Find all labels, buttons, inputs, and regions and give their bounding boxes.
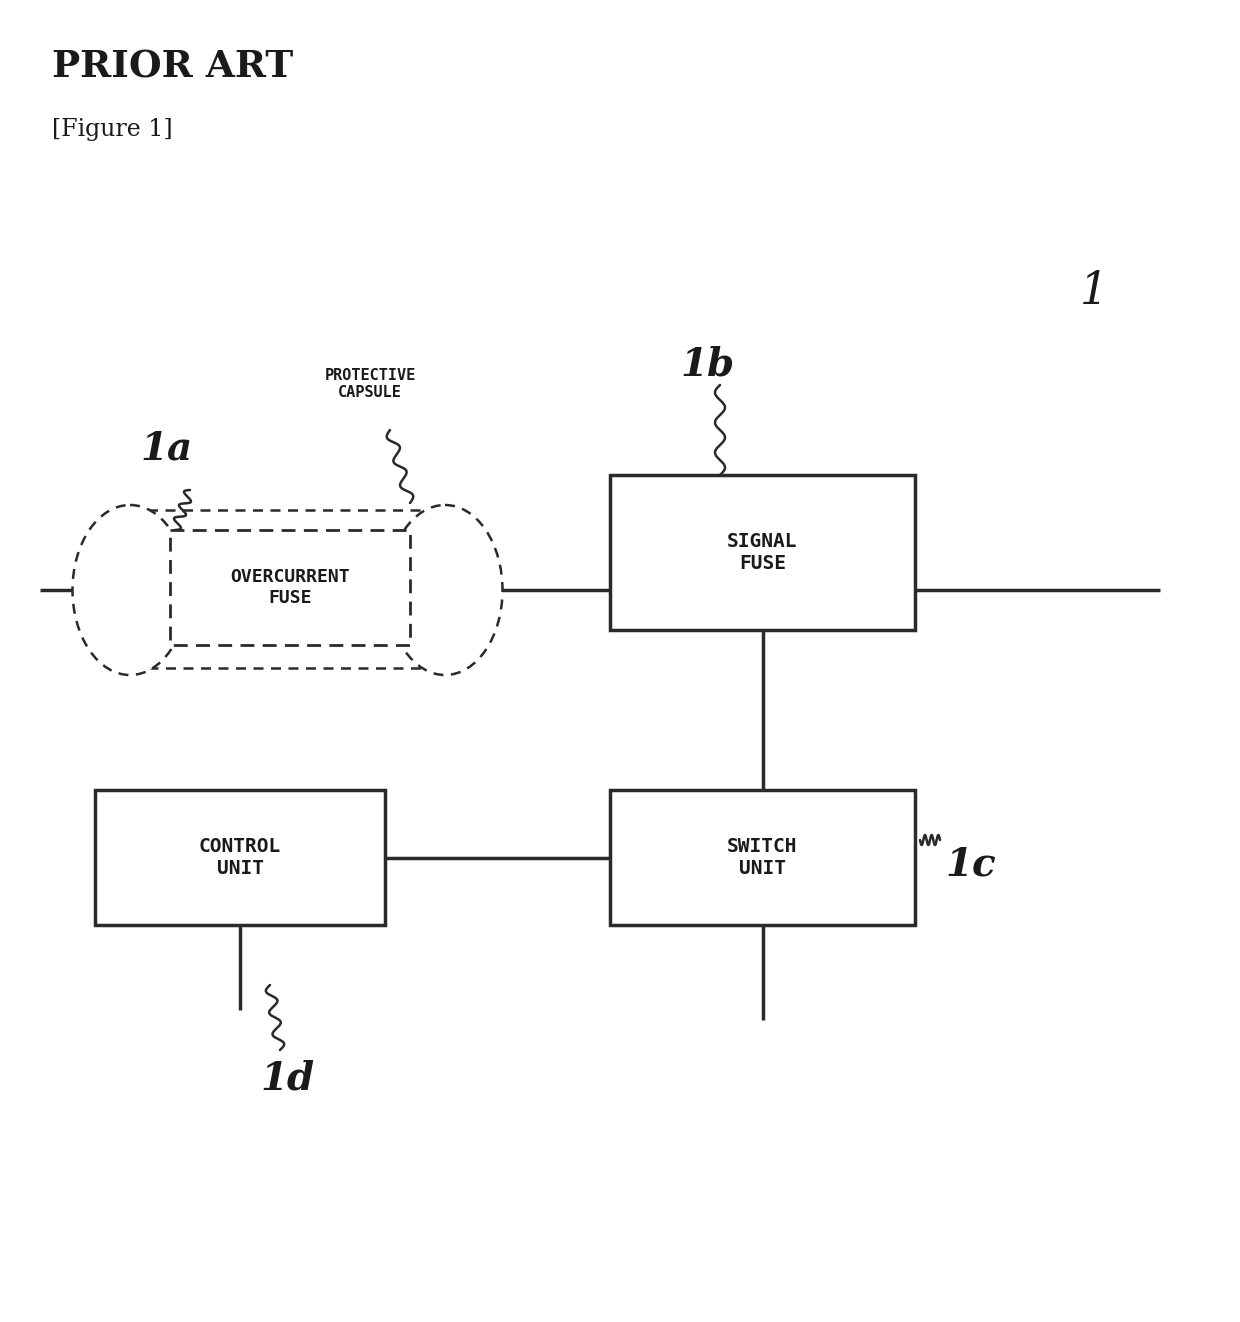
Text: CONTROL
UNIT: CONTROL UNIT bbox=[198, 837, 281, 878]
Ellipse shape bbox=[387, 505, 502, 676]
Text: 1: 1 bbox=[1080, 270, 1109, 313]
FancyBboxPatch shape bbox=[610, 791, 915, 925]
FancyBboxPatch shape bbox=[170, 530, 410, 645]
Text: OVERCURRENT
FUSE: OVERCURRENT FUSE bbox=[231, 568, 350, 607]
Text: 1c: 1c bbox=[945, 845, 996, 883]
Text: 1d: 1d bbox=[260, 1060, 314, 1099]
Text: SWITCH
UNIT: SWITCH UNIT bbox=[727, 837, 797, 878]
Text: PRIOR ART: PRIOR ART bbox=[52, 48, 293, 85]
Ellipse shape bbox=[72, 505, 187, 676]
Text: 1a: 1a bbox=[140, 430, 192, 468]
Text: SIGNAL
FUSE: SIGNAL FUSE bbox=[727, 531, 797, 572]
FancyBboxPatch shape bbox=[95, 791, 384, 925]
FancyBboxPatch shape bbox=[610, 475, 915, 631]
Text: PROTECTIVE
CAPSULE: PROTECTIVE CAPSULE bbox=[325, 368, 415, 401]
Text: [Figure 1]: [Figure 1] bbox=[52, 118, 172, 141]
Text: 1b: 1b bbox=[680, 345, 734, 383]
